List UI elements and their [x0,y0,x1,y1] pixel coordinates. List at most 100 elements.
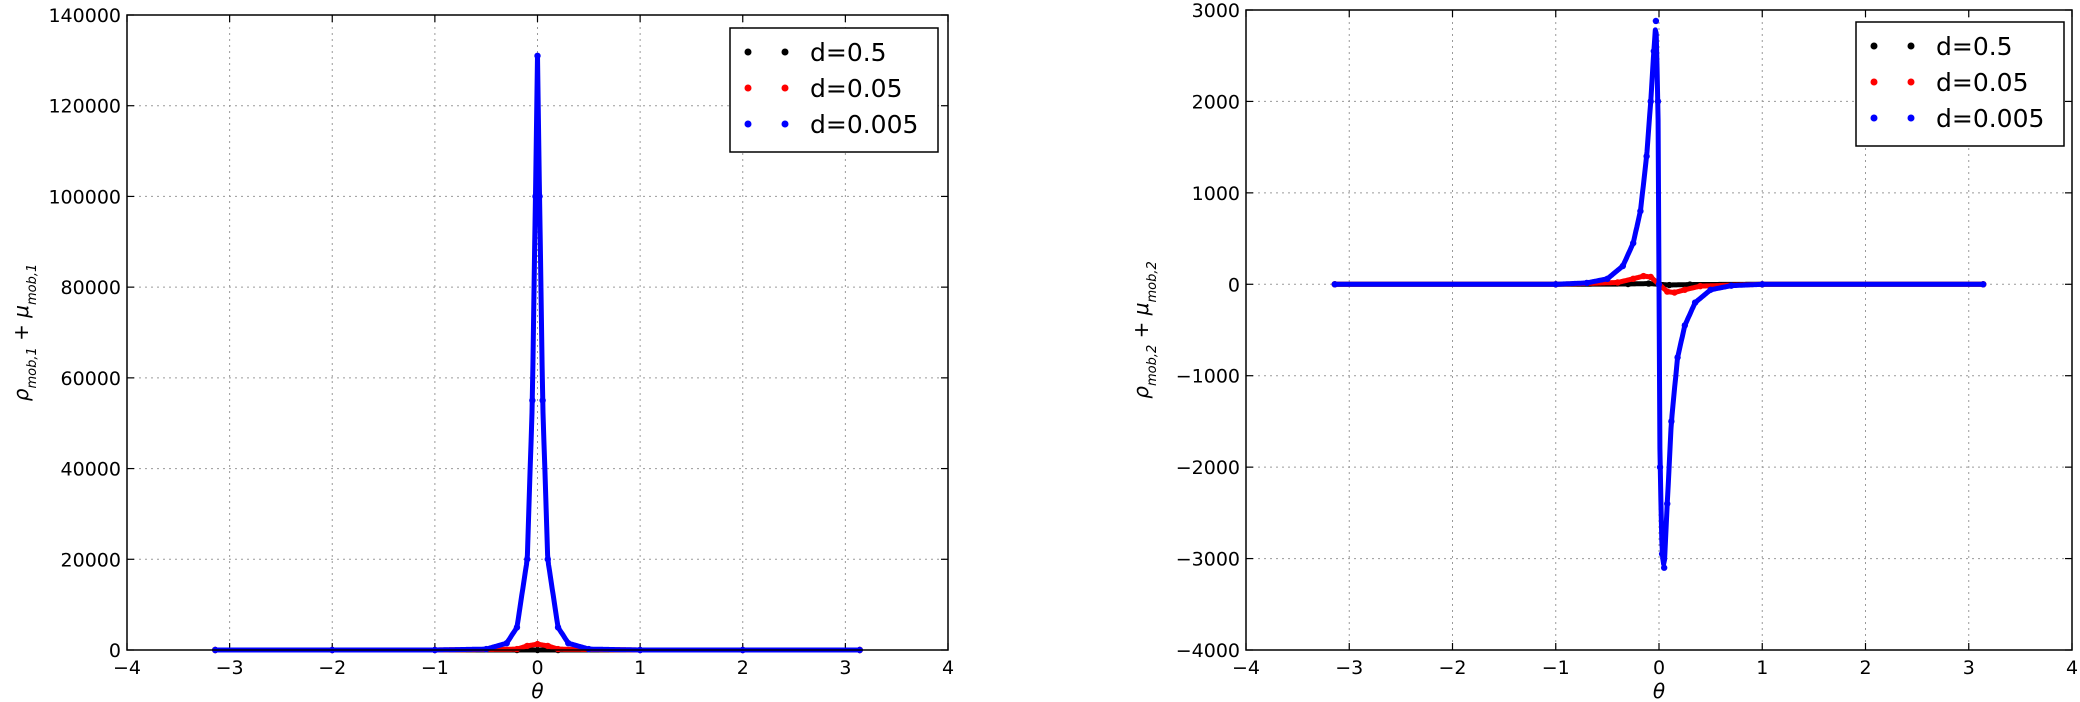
data-point [1645,280,1652,287]
x-tick-label: 2 [737,657,749,679]
data-point [1671,289,1678,296]
data-point [1691,299,1699,306]
plot-frame [126,14,949,651]
data-point [1331,281,1338,288]
legend-marker [744,120,752,128]
x-tick-label: −3 [216,657,244,679]
y-tick-label: 80000 [61,277,121,299]
y-tick-label: 2000 [1192,91,1240,113]
x-tick-label: 0 [1653,657,1665,679]
data-point [529,397,536,404]
data-point [1664,500,1671,507]
data-point [585,645,593,653]
legend: d=0.5 d=0.05 d=0.005 [729,27,939,153]
x-tick-label: −4 [1232,657,1260,679]
data-point [1637,207,1644,215]
chart-1: −4 −3 −2 −1 0 1 2 3 4 0 20000 40000 60000 80000 100000… [9,5,954,702]
x-axis-label: θ [531,679,543,702]
x-tick-label: −2 [1438,657,1466,679]
x-tick-label: −1 [421,657,449,679]
legend-label: d=0.005 [1936,104,2044,133]
plot-frame [1245,9,2073,651]
data-point [1681,286,1689,293]
data-point [534,640,541,648]
x-tick-label: 3 [1963,657,1975,679]
data-point [1643,153,1650,160]
x-tick-label: 1 [1756,657,1768,679]
data-point [1655,281,1663,288]
y-tick-label: 1000 [1192,183,1240,205]
y-axis-label: ρmob,1 + μmob,1 [9,264,40,401]
data-point [524,642,531,650]
data-point [1664,288,1671,295]
y-tick-label: 60000 [61,368,121,390]
data-point [1666,281,1673,289]
data-point [1647,98,1654,105]
x-tick-label: 4 [942,657,954,679]
data-point [1660,564,1668,571]
data-point [1629,239,1637,247]
data-point [1681,322,1689,329]
data-point [1652,17,1660,25]
legend-marker [781,84,789,92]
y-tick-label: 0 [109,640,121,662]
y-tick-label: −1000 [1176,366,1240,388]
series-d=0.005 [1331,17,1987,571]
data-point [1759,281,1766,288]
x-tick-label: −2 [318,657,346,679]
data-point [482,645,490,653]
y-tick-label: 20000 [61,549,121,571]
legend-marker [1907,78,1915,86]
data-point [1619,262,1627,270]
data-point [1650,47,1658,55]
y-tick-label: 120000 [48,96,121,118]
legend-label: d=0.05 [810,74,902,103]
data-point [1647,273,1654,281]
legend-marker [744,48,752,56]
y-tick-label: 40000 [61,459,121,481]
x-axis-label: θ [1653,679,1665,702]
data-point [1658,550,1666,558]
legend-box [1855,21,2065,147]
legend-label: d=0.5 [810,38,887,67]
data-point [554,645,562,653]
data-point [1604,275,1611,282]
legend-marker [744,84,752,92]
data-point [1668,418,1675,425]
data-point [544,642,551,650]
x-tick-label: −3 [1335,657,1363,679]
legend-marker [1870,42,1878,50]
data-point [534,52,541,60]
y-tick-label: −4000 [1176,640,1240,662]
legend-marker [1870,114,1878,122]
data-point [1629,275,1637,282]
y-axis-label: ρmob,2 + μmob,2 [1129,261,1160,398]
data-point [1640,272,1647,280]
data-point [539,397,546,404]
legend-marker [781,48,789,56]
data-point [1583,279,1590,287]
x-tick-label: −1 [1542,657,1570,679]
data-point [554,624,562,631]
legend-label: d=0.5 [1936,32,2013,61]
data-point [1674,354,1681,361]
x-tick-label: 3 [839,657,851,679]
data-point [544,556,551,563]
data-point [1614,279,1621,286]
chart-2: −4 −3 −2 −1 0 1 2 3 4 −4000 −3000 −2000 −1000 0 1000 20… [1129,0,2078,702]
data-point [1552,281,1559,288]
data-point [503,639,510,647]
legend-box [729,27,939,153]
legend-marker [1870,78,1878,86]
x-tick-label: 0 [531,657,543,679]
x-tick-label: −4 [113,657,141,679]
y-tick-label: 140000 [48,5,121,27]
legend-label: d=0.05 [1936,68,2028,97]
data-point [1697,282,1704,290]
data-point [1728,282,1735,289]
y-tick-label: 0 [1228,274,1240,296]
x-tick-label: 1 [634,657,646,679]
y-tick-label: −3000 [1176,549,1240,571]
data-point [536,193,543,200]
